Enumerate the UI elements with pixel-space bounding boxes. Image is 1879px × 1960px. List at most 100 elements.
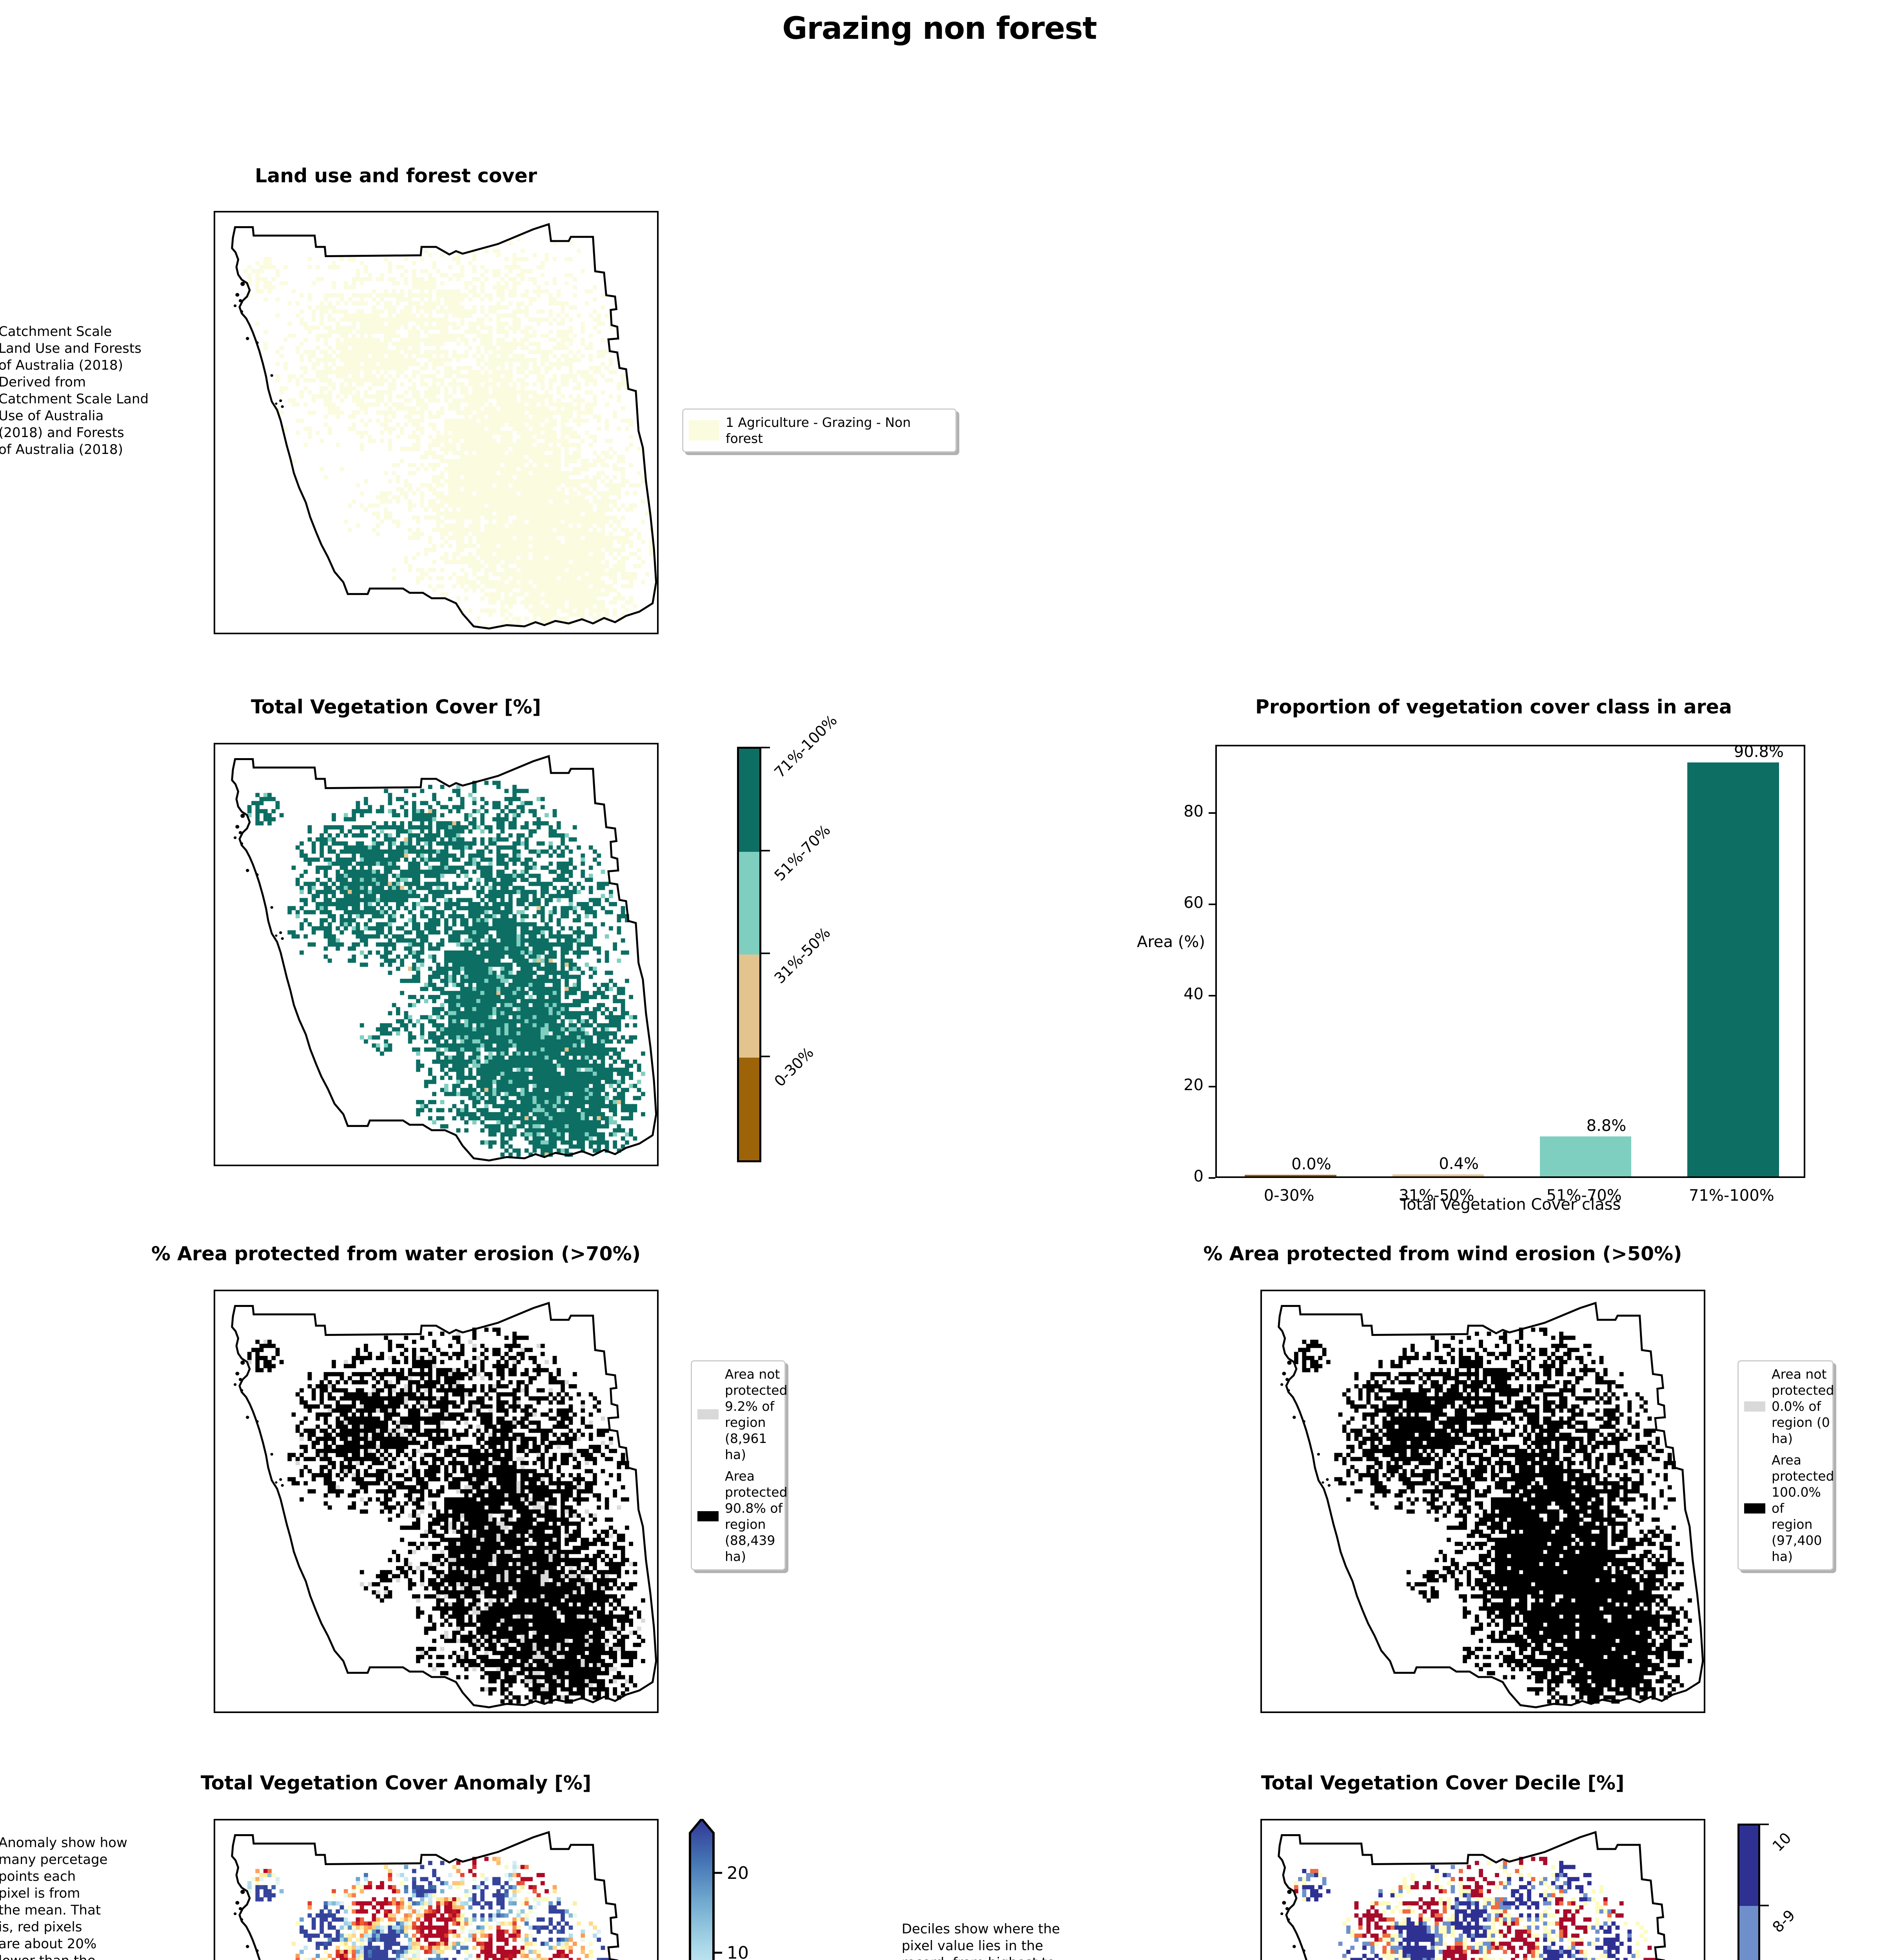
map-tick-left — [214, 578, 215, 580]
bar-ytick — [1209, 904, 1215, 906]
water-not-protected-swatch — [697, 1409, 719, 1419]
map-tick-bottom — [1496, 1711, 1498, 1713]
map-tick-left — [214, 1577, 215, 1579]
map-tick-left — [214, 1497, 215, 1499]
bar-chart-plot-area — [1215, 745, 1805, 1178]
map-tick-bottom — [273, 1165, 274, 1166]
bar-xtick-label: 31%-50% — [1363, 1187, 1510, 1205]
bar-ytick — [1209, 812, 1215, 814]
bar-chart-title: Proportion of vegetation cover class in … — [1145, 696, 1843, 718]
map-tick-left — [214, 259, 215, 260]
map-tick-left — [214, 1657, 215, 1659]
landuse-panel-title: Land use and forest cover — [129, 165, 663, 187]
map-tick-left — [214, 1030, 215, 1032]
landuse-legend-swatch — [689, 420, 719, 441]
decile-colorbar-segment — [1739, 1906, 1758, 1960]
vegcover-colorbar-tick — [761, 1055, 770, 1057]
landuse-legend-label: 1 Agriculture - Grazing - Non forest — [726, 414, 950, 446]
map-tick-bottom — [626, 1711, 628, 1713]
bar-xtick-label: 51%-70% — [1510, 1187, 1658, 1205]
vegcover-map — [214, 743, 659, 1166]
water-erosion-map — [214, 1290, 659, 1713]
decile-map — [1260, 1819, 1705, 1960]
wind-erosion-map — [1260, 1290, 1705, 1713]
map-tick-left — [214, 1110, 215, 1112]
map-tick-left — [214, 498, 215, 500]
decile-colorbar-tick — [1760, 1904, 1769, 1906]
vegcover-colorbar-tick — [761, 747, 770, 748]
bar-31%-50% — [1392, 1174, 1484, 1176]
decile-colorbar-label: 10 — [1769, 1829, 1794, 1855]
map-tick-left — [214, 418, 215, 420]
catchment-boundary — [1278, 1301, 1704, 1708]
vegcover-colorbar-tick — [761, 849, 770, 851]
map-tick-left — [214, 950, 215, 952]
wind-not-protected-swatch — [1744, 1401, 1765, 1412]
decile-colorbar-segment — [1739, 1826, 1758, 1906]
map-canvas — [1278, 1301, 1704, 1708]
map-tick-left — [1260, 1417, 1262, 1419]
bar-value-label: 0.4% — [1439, 1155, 1479, 1173]
catchment-boundary — [1278, 1831, 1666, 1960]
bar-chart-xlabel: Total Vegetation Cover class — [1215, 1196, 1805, 1214]
landuse-map — [214, 211, 659, 634]
map-canvas — [231, 1831, 619, 1960]
bar-ytick-label: 0 — [1160, 1167, 1204, 1185]
map-canvas — [231, 223, 657, 630]
catchment-boundary — [231, 223, 657, 630]
landuse-legend: 1 Agriculture - Grazing - Non forest — [682, 408, 957, 452]
map-tick-left — [1260, 1338, 1262, 1339]
map-canvas — [231, 755, 657, 1161]
map-tick-left — [214, 871, 215, 872]
map-tick-left — [214, 339, 215, 340]
decile-colorbar-labels: 12-34-78-910 — [1760, 1824, 1878, 1960]
catchment-boundary — [231, 1831, 619, 1960]
bar-value-label: 90.8% — [1734, 743, 1784, 761]
map-tick-bottom — [361, 1711, 363, 1713]
bar-ytick — [1209, 1086, 1215, 1088]
map-tick-bottom — [361, 1165, 363, 1166]
bar-ytick-label: 20 — [1160, 1076, 1204, 1094]
anomaly-map — [214, 1819, 659, 1960]
map-tick-bottom — [1320, 1711, 1321, 1713]
map-tick-left — [214, 1417, 215, 1419]
water-erosion-panel-title: % Area protected from water erosion (>70… — [98, 1243, 694, 1265]
vegcover-colorbar-labels: 0-30% 31%-50% 51%-70% 71%-100% — [761, 711, 918, 1162]
vegcover-colorbar-label: 0-30% — [771, 1044, 817, 1090]
anomaly-colorbar-body — [689, 1817, 715, 1960]
map-tick-left — [1260, 1657, 1262, 1659]
bar-ytick — [1209, 995, 1215, 996]
map-tick-bottom — [449, 1165, 451, 1166]
map-tick-left — [214, 1947, 215, 1948]
vegcover-colorbar-label: 71%-100% — [771, 711, 840, 781]
bar-value-label: 0.0% — [1291, 1155, 1331, 1173]
map-tick-bottom — [1585, 1711, 1586, 1713]
vegcover-colorbar — [737, 747, 761, 1162]
vegcover-colorbar-segment — [739, 749, 759, 852]
water-protected-label: Area protected 90.8% of region (88,439 h… — [725, 1468, 788, 1564]
catchment-boundary — [231, 1301, 657, 1708]
map-tick-left — [1260, 1497, 1262, 1499]
bar-51%-70% — [1540, 1136, 1632, 1176]
map-tick-left — [1260, 1947, 1262, 1948]
landuse-source-note: Catchment Scale Land Use and Forests of … — [0, 323, 171, 458]
decile-colorbar-label: 8-9 — [1769, 1906, 1798, 1936]
bar-xtick-label: 0-30% — [1215, 1187, 1363, 1205]
map-tick-bottom — [626, 633, 628, 634]
water-protected-swatch — [697, 1511, 719, 1521]
vegcover-colorbar-label: 51%-70% — [771, 821, 833, 884]
wind-not-protected-label: Area not protected 0.0% of region (0 ha) — [1772, 1366, 1834, 1446]
water-not-protected-label: Area not protected 9.2% of region (8,961… — [725, 1366, 788, 1463]
anomaly-note: Anomaly show how many percetage points e… — [0, 1835, 163, 1960]
wind-protected-swatch — [1744, 1503, 1765, 1514]
decile-panel-title: Total Vegetation Cover Decile [%] — [1145, 1772, 1741, 1794]
vegcover-colorbar-tick — [761, 953, 770, 954]
anomaly-panel-title: Total Vegetation Cover Anomaly [%] — [98, 1772, 694, 1794]
vegcover-colorbar-segment — [739, 851, 759, 955]
map-canvas — [1278, 1831, 1666, 1960]
vegcover-panel-title: Total Vegetation Cover [%] — [129, 696, 663, 718]
bar-0-30% — [1245, 1175, 1336, 1176]
decile-note: Deciles show where the pixel value lies … — [902, 1921, 1098, 1960]
map-tick-bottom — [538, 633, 539, 634]
decile-colorbar — [1737, 1824, 1760, 1960]
